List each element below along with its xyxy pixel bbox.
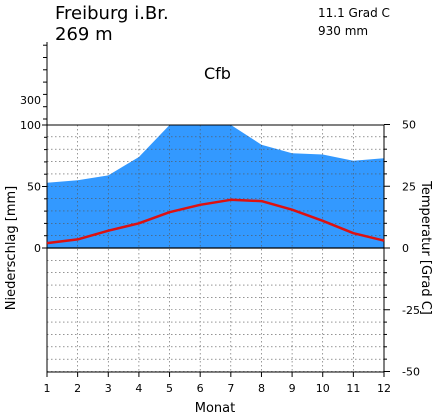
x-tick-label: 8 bbox=[258, 382, 265, 395]
x-tick-label: 12 bbox=[377, 382, 391, 395]
x-tick-label: 1 bbox=[44, 382, 51, 395]
x-tick-label: 6 bbox=[197, 382, 204, 395]
x-tick-label: 5 bbox=[166, 382, 173, 395]
annual-precipitation: 930 mm bbox=[318, 24, 368, 38]
left-tick-label: 50 bbox=[27, 181, 41, 194]
x-tick-label: 10 bbox=[316, 382, 330, 395]
right-tick-label: 0 bbox=[402, 242, 409, 255]
x-tick-label: 2 bbox=[74, 382, 81, 395]
right-tick-label: 50 bbox=[402, 119, 416, 132]
right-tick-label: -50 bbox=[402, 366, 420, 379]
temperature-line bbox=[46, 198, 385, 245]
station-name: Freiburg i.Br. bbox=[55, 3, 169, 24]
left-tick-label: 0 bbox=[34, 242, 41, 255]
x-tick-label: 11 bbox=[346, 382, 360, 395]
left-tick-label: 300 bbox=[20, 94, 41, 107]
right-tick-label: 25 bbox=[402, 180, 416, 193]
station-elevation: 269 m bbox=[55, 24, 113, 45]
climate-classification: Cfb bbox=[204, 64, 231, 83]
right-tick-label: -25 bbox=[402, 304, 420, 317]
right-axis-label: Temperatur [Grad C] bbox=[418, 180, 433, 315]
left-tick-label: 100 bbox=[20, 119, 41, 132]
x-axis-label: Monat bbox=[195, 401, 235, 416]
x-tick-label: 7 bbox=[227, 382, 234, 395]
x-tick-label: 4 bbox=[135, 382, 142, 395]
x-tick-label: 3 bbox=[105, 382, 112, 395]
mean-temperature: 11.1 Grad C bbox=[318, 6, 390, 20]
x-tick-label: 9 bbox=[289, 382, 296, 395]
left-axis-label: Niederschlag [mm] bbox=[4, 186, 19, 311]
